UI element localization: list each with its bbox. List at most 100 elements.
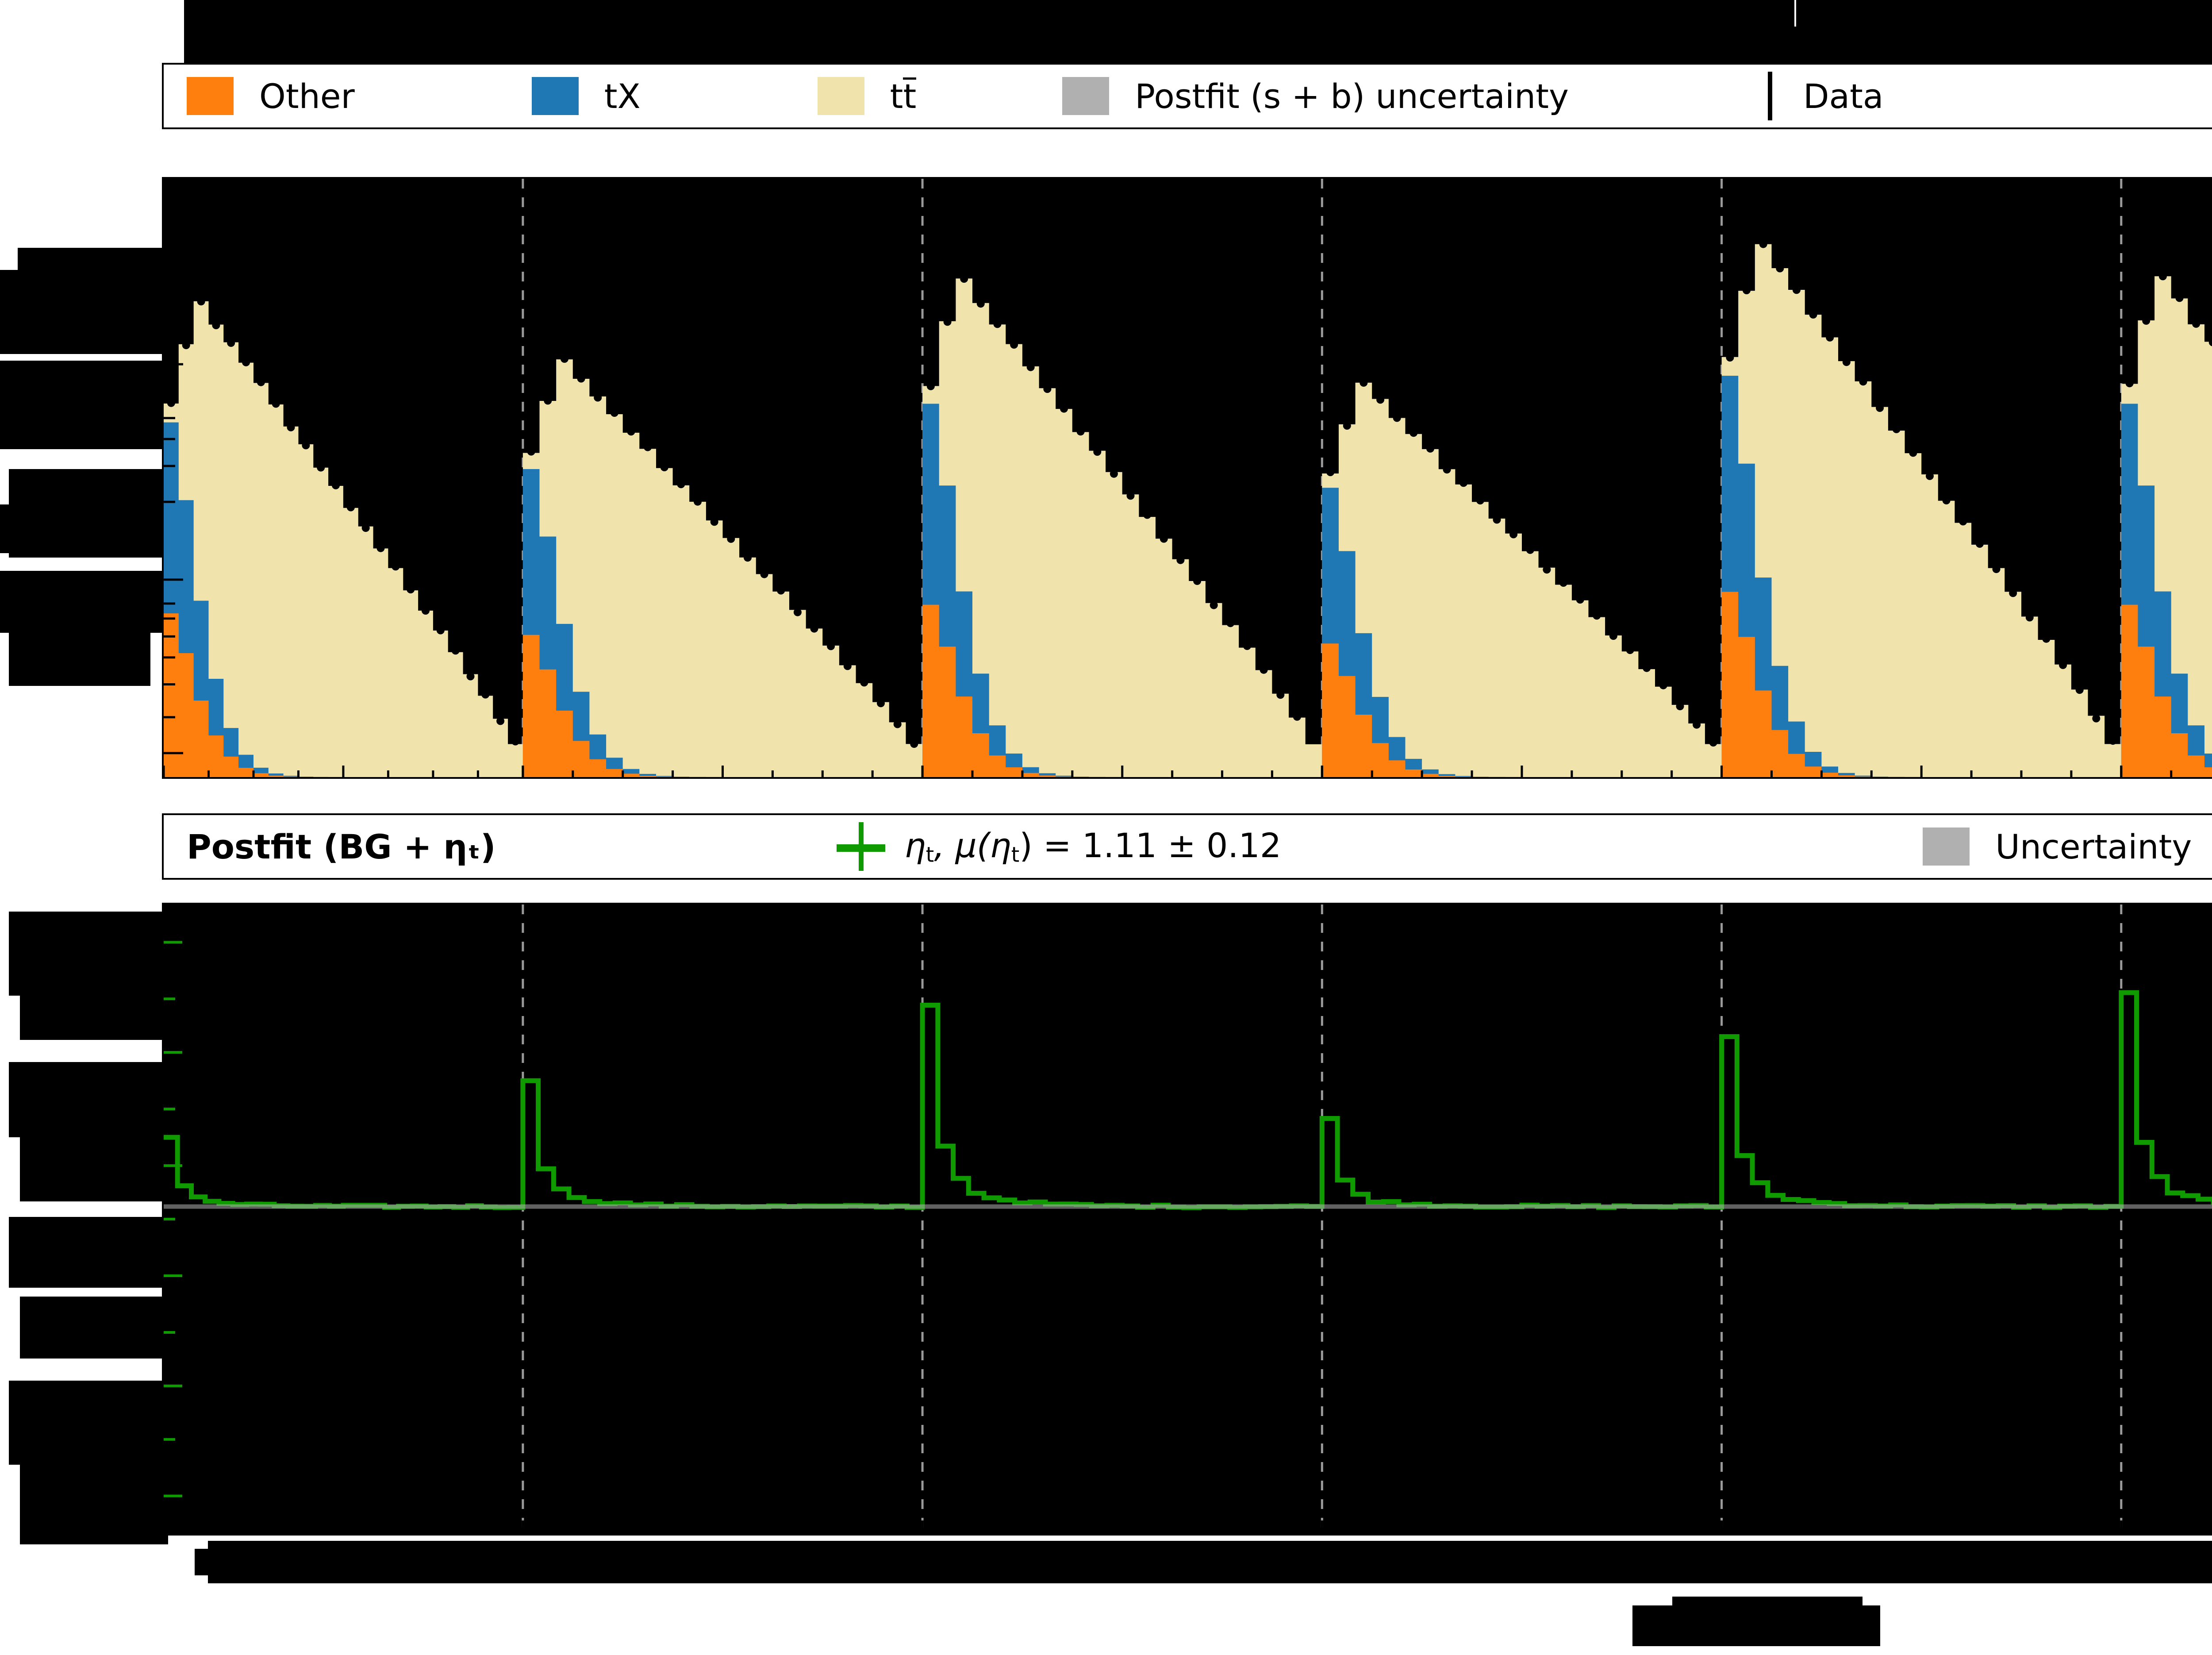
legend-entry-uncertainty: Postfit (s + b) uncertainty [1062,77,1569,116]
upper-panel-axes [162,177,2212,779]
data-point [810,624,818,633]
data-point [1809,310,1817,319]
data-point [1160,535,1168,543]
ttbar-overbar-icon [903,77,917,80]
redacted-title-tail [606,27,1801,55]
redacted-title-right [1796,0,2212,42]
data-point [1559,579,1567,587]
data-point [1959,517,1967,526]
data-point [527,447,535,456]
data-point [910,740,918,748]
data-point [976,300,985,308]
data-point [2059,661,2067,669]
data-point [1043,385,1052,393]
data-point [677,480,685,489]
data-point [644,443,652,451]
data-point [1942,496,1951,504]
data-point [1892,425,1901,433]
data-point [1226,619,1235,627]
lower-legend-title-text: Postfit (BG + ηₜ) [187,827,496,866]
data-point [1509,530,1518,539]
data-point [1593,612,1601,620]
data-point [466,672,475,681]
redacted-lower-ylabel-c [20,969,168,1040]
lower-legend-title: Postfit (BG + ηₜ) [187,827,496,866]
data-point [1792,286,1801,294]
redacted-lower-ylabel-d [9,1062,168,1137]
legend-label-data: Data [1803,76,1884,116]
redacted-upper-ylabel-h [9,633,150,686]
legend-label-ttbar-text: tt [890,76,917,116]
redacted-xticklabels-edge [195,1549,221,1575]
data-point [2192,319,2200,328]
data-point [1643,664,1651,672]
data-point [1609,632,1617,640]
data-point [2042,635,2051,643]
data-point [496,717,505,725]
data-point [1543,566,1551,574]
data-point [1243,642,1251,650]
data-point [182,341,190,350]
data-point [212,321,220,329]
data-point [2208,338,2212,346]
data-point [2025,613,2034,622]
upper-panel-plot [164,179,2212,777]
data-point [627,427,635,436]
data-point [2109,737,2117,745]
legend-label-lower-uncertainty: Uncertainty [1995,827,2192,866]
data-point [893,720,902,728]
data-point [257,378,265,386]
data-point [1276,691,1285,699]
upper-legend: Other tX tt Postfit (s + b) uncertainty … [162,63,2212,129]
data-point [1143,511,1152,519]
redacted-lower-ylabel-e [20,1131,168,1201]
data-point [481,690,490,699]
data-point [376,544,385,552]
data-point [1493,516,1501,524]
data-point [1476,496,1484,504]
gray-patch-icon [1062,77,1110,115]
data-point [1975,539,1984,548]
data-point [242,358,250,366]
data-point [1676,702,1684,711]
data-point [760,570,768,578]
data-point [1659,681,1667,689]
data-point [727,535,735,543]
redacted-lower-ylabel-g [20,1297,168,1359]
data-point [287,423,295,431]
data-point [1826,333,1834,342]
data-point [877,699,885,708]
gray-patch-icon-lower [1923,828,1970,866]
data-point [511,737,519,746]
data-point [1010,340,1018,349]
errorbar-marker-icon [1767,72,1772,120]
signal-eta-sub2: t [1011,843,1020,867]
data-point [332,481,340,489]
data-point [1176,556,1185,564]
data-point [361,524,370,532]
data-point [346,503,355,512]
legend-label-tx: tX [604,76,641,116]
redacted-lower-ylabel-h [9,1381,168,1465]
data-point [1126,492,1135,500]
blue-patch-icon [531,77,579,115]
data-point [317,463,325,472]
legend-entry-data: Data [1767,72,1884,120]
data-point [1626,646,1634,654]
legend-entry-other: Other [187,77,355,116]
legend-label-uncertainty: Postfit (s + b) uncertainty [1135,76,1569,116]
data-point [1759,240,1767,248]
lower-panel-axes [162,903,2212,1536]
legend-entry-ttbar: tt [817,76,917,116]
data-point [302,441,310,450]
data-point [1376,396,1385,404]
signal-eta-glyph: η [904,826,926,866]
data-point [1293,712,1301,721]
data-point [1076,427,1085,436]
signal-eta-sub: t [926,843,934,867]
data-point [610,409,618,417]
data-point [1576,596,1584,604]
data-point [1026,363,1035,371]
data-point [2142,316,2151,325]
data-point [436,626,445,635]
